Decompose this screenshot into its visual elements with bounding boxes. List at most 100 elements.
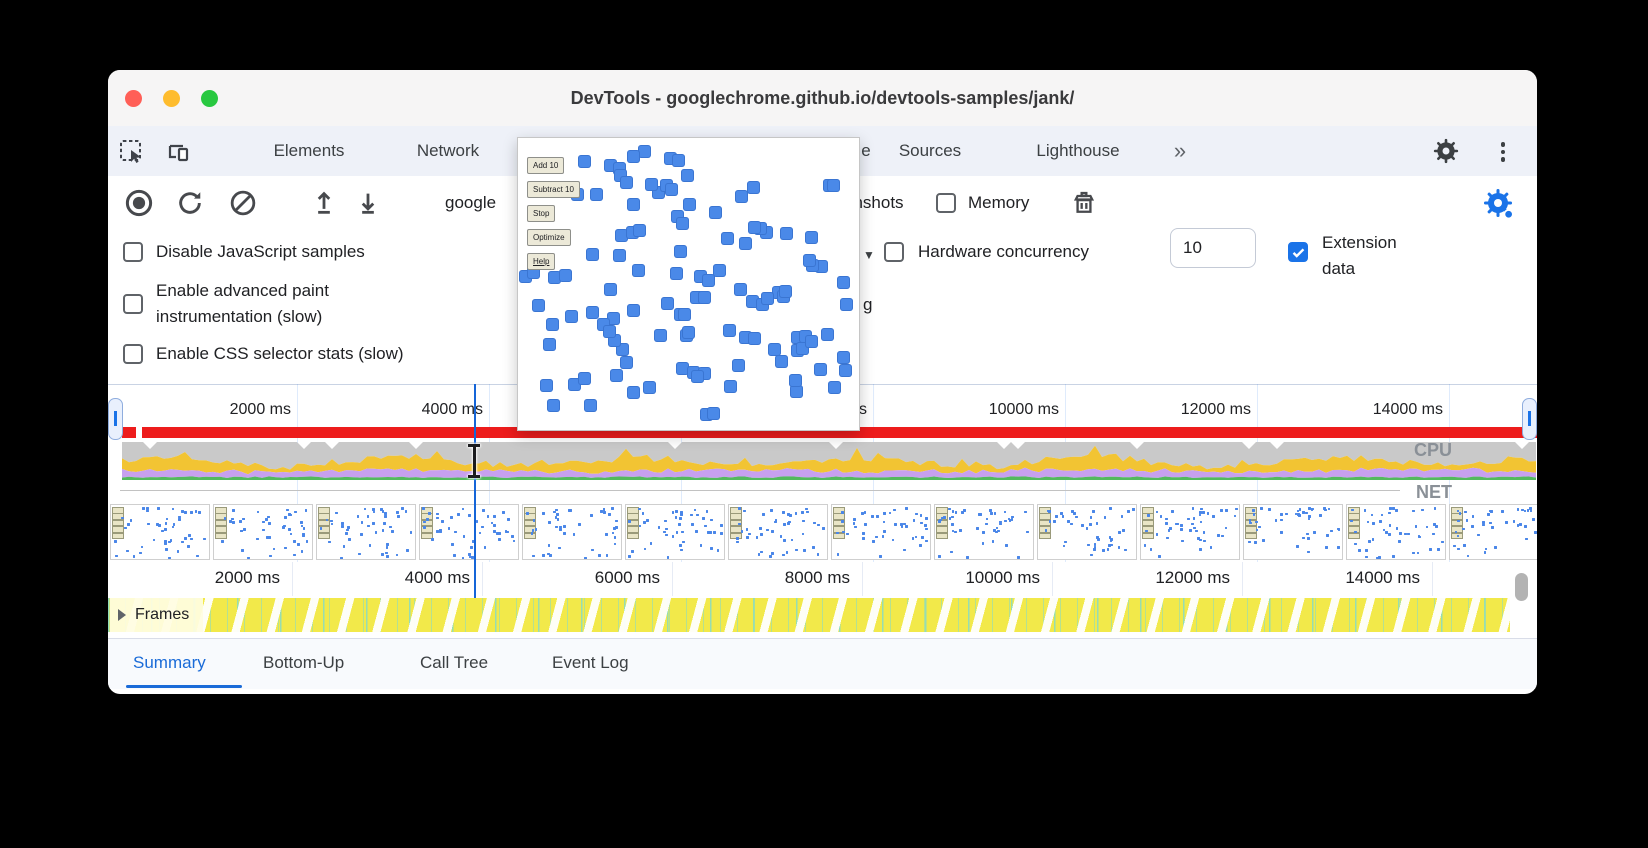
filmstrip-thumbnail[interactable] xyxy=(1140,504,1240,560)
thumb-dot xyxy=(1122,529,1126,532)
zoom-window-button[interactable] xyxy=(201,90,218,107)
disable-js-samples-checkbox[interactable] xyxy=(123,242,143,262)
advanced-paint-checkbox[interactable] xyxy=(123,294,143,314)
jank-square xyxy=(767,342,781,356)
thumb-dot xyxy=(774,520,777,524)
thumb-dot xyxy=(737,522,741,526)
memory-label: Memory xyxy=(968,193,1030,212)
thumb-dot xyxy=(1491,526,1494,529)
thumb-dot xyxy=(468,555,472,559)
tab-elements[interactable]: Elements xyxy=(273,141,345,160)
thumb-dot xyxy=(1406,532,1410,536)
thumb-dot xyxy=(409,531,413,534)
thumb-button xyxy=(936,507,948,514)
clear-button[interactable] xyxy=(221,181,265,225)
expand-arrow-icon[interactable] xyxy=(118,609,126,621)
overview-right-grippy[interactable] xyxy=(1522,398,1537,440)
inspect-element-button[interactable] xyxy=(116,136,146,166)
thumb-dot xyxy=(1192,516,1196,520)
tab-event-log[interactable]: Event Log xyxy=(552,653,629,672)
vertical-scrollbar-thumb[interactable] xyxy=(1515,573,1528,601)
long-task-red-bar xyxy=(142,427,1537,438)
thumb-dot xyxy=(954,511,958,514)
thumb-dot xyxy=(707,531,710,535)
tab-lighthouse[interactable]: Lighthouse xyxy=(1036,141,1120,160)
thumb-button xyxy=(524,519,536,527)
filmstrip-thumbnail[interactable] xyxy=(1037,504,1137,560)
load-profile-button[interactable] xyxy=(302,181,346,225)
minimize-window-button[interactable] xyxy=(163,90,180,107)
history-select[interactable]: google xyxy=(445,193,497,212)
tab-summary[interactable]: Summary xyxy=(133,653,206,672)
thumb-dot xyxy=(1482,521,1485,524)
thumb-dot xyxy=(345,532,349,536)
collect-garbage-icon[interactable] xyxy=(1062,181,1106,225)
thumb-dot xyxy=(239,520,243,524)
filmstrip-thumbnail[interactable] xyxy=(1346,504,1446,560)
thumb-dot xyxy=(496,531,499,535)
devtools-settings-gear-icon[interactable] xyxy=(1430,135,1462,167)
thumb-button xyxy=(318,513,330,520)
filmstrip-thumbnail[interactable] xyxy=(934,504,1034,560)
capture-settings-gear-icon[interactable] xyxy=(1476,181,1520,225)
thumb-button xyxy=(730,526,742,533)
thumb-dot xyxy=(138,551,142,555)
overview-left-grippy[interactable] xyxy=(108,398,123,440)
thumb-button xyxy=(627,519,639,527)
close-window-button[interactable] xyxy=(125,90,142,107)
frames-track-header[interactable]: Frames xyxy=(110,598,204,632)
thumb-button xyxy=(215,526,227,533)
jank-square xyxy=(540,378,554,392)
tab-sources[interactable]: Sources xyxy=(898,141,962,160)
jank-square xyxy=(619,175,633,189)
record-and-reload-button[interactable] xyxy=(168,181,212,225)
thumb-dot xyxy=(178,518,181,521)
filmstrip-thumbnail[interactable] xyxy=(522,504,622,560)
thumb-dot xyxy=(300,524,304,528)
ruler-tick-label: 10000 ms xyxy=(965,568,1040,587)
tab-performance-tail[interactable]: e xyxy=(861,141,871,160)
thumb-dot xyxy=(875,515,879,518)
filmstrip-thumbnail[interactable] xyxy=(419,504,519,560)
timeline-cursor-line xyxy=(474,384,476,632)
tab-bottom-up[interactable]: Bottom-Up xyxy=(263,653,345,672)
thumb-dot xyxy=(862,536,865,540)
thumb-dot xyxy=(965,555,969,559)
thumb-dot xyxy=(1132,507,1135,511)
hardware-concurrency-input[interactable] xyxy=(1170,228,1256,268)
filmstrip-thumbnail[interactable] xyxy=(1243,504,1343,560)
tab-network[interactable]: Network xyxy=(416,141,480,160)
throttling-dropdown-arrow-icon[interactable]: ▼ xyxy=(863,248,875,262)
jank-square xyxy=(548,271,562,285)
thumb-dot xyxy=(381,553,385,556)
record-button[interactable] xyxy=(117,181,161,225)
thumb-dot xyxy=(1354,542,1358,546)
filmstrip-thumbnail[interactable] xyxy=(1449,504,1537,560)
filmstrip-thumbnail[interactable] xyxy=(625,504,725,560)
filmstrip-thumbnail[interactable] xyxy=(213,504,313,560)
extension-data-checkbox[interactable] xyxy=(1288,242,1308,262)
memory-checkbox[interactable] xyxy=(936,193,956,213)
css-selector-stats-checkbox[interactable] xyxy=(123,344,143,364)
thumb-dot xyxy=(269,554,272,558)
filmstrip-thumbnail[interactable] xyxy=(316,504,416,560)
thumb-dot xyxy=(760,550,763,554)
filmstrip-thumbnail[interactable] xyxy=(728,504,828,560)
hardware-concurrency-checkbox[interactable] xyxy=(884,242,904,262)
device-toolbar-button[interactable] xyxy=(164,136,194,166)
thumb-dot xyxy=(542,512,545,515)
save-profile-button[interactable] xyxy=(346,181,390,225)
thumb-dot xyxy=(1279,518,1283,522)
more-tabs-icon[interactable]: » xyxy=(1173,138,1187,163)
devtools-menu-icon[interactable] xyxy=(1488,135,1518,167)
tab-call-tree[interactable]: Call Tree xyxy=(420,653,489,672)
thumb-dot xyxy=(1069,522,1073,526)
thumb-button xyxy=(936,526,948,533)
thumb-dot xyxy=(461,556,465,559)
thumb-dot xyxy=(427,512,431,515)
filmstrip-thumbnail[interactable] xyxy=(110,504,210,560)
thumb-dot xyxy=(1198,513,1202,517)
thumb-dot xyxy=(1197,537,1200,541)
frames-track[interactable]: Frames xyxy=(108,598,1510,632)
filmstrip-thumbnail[interactable] xyxy=(831,504,931,560)
